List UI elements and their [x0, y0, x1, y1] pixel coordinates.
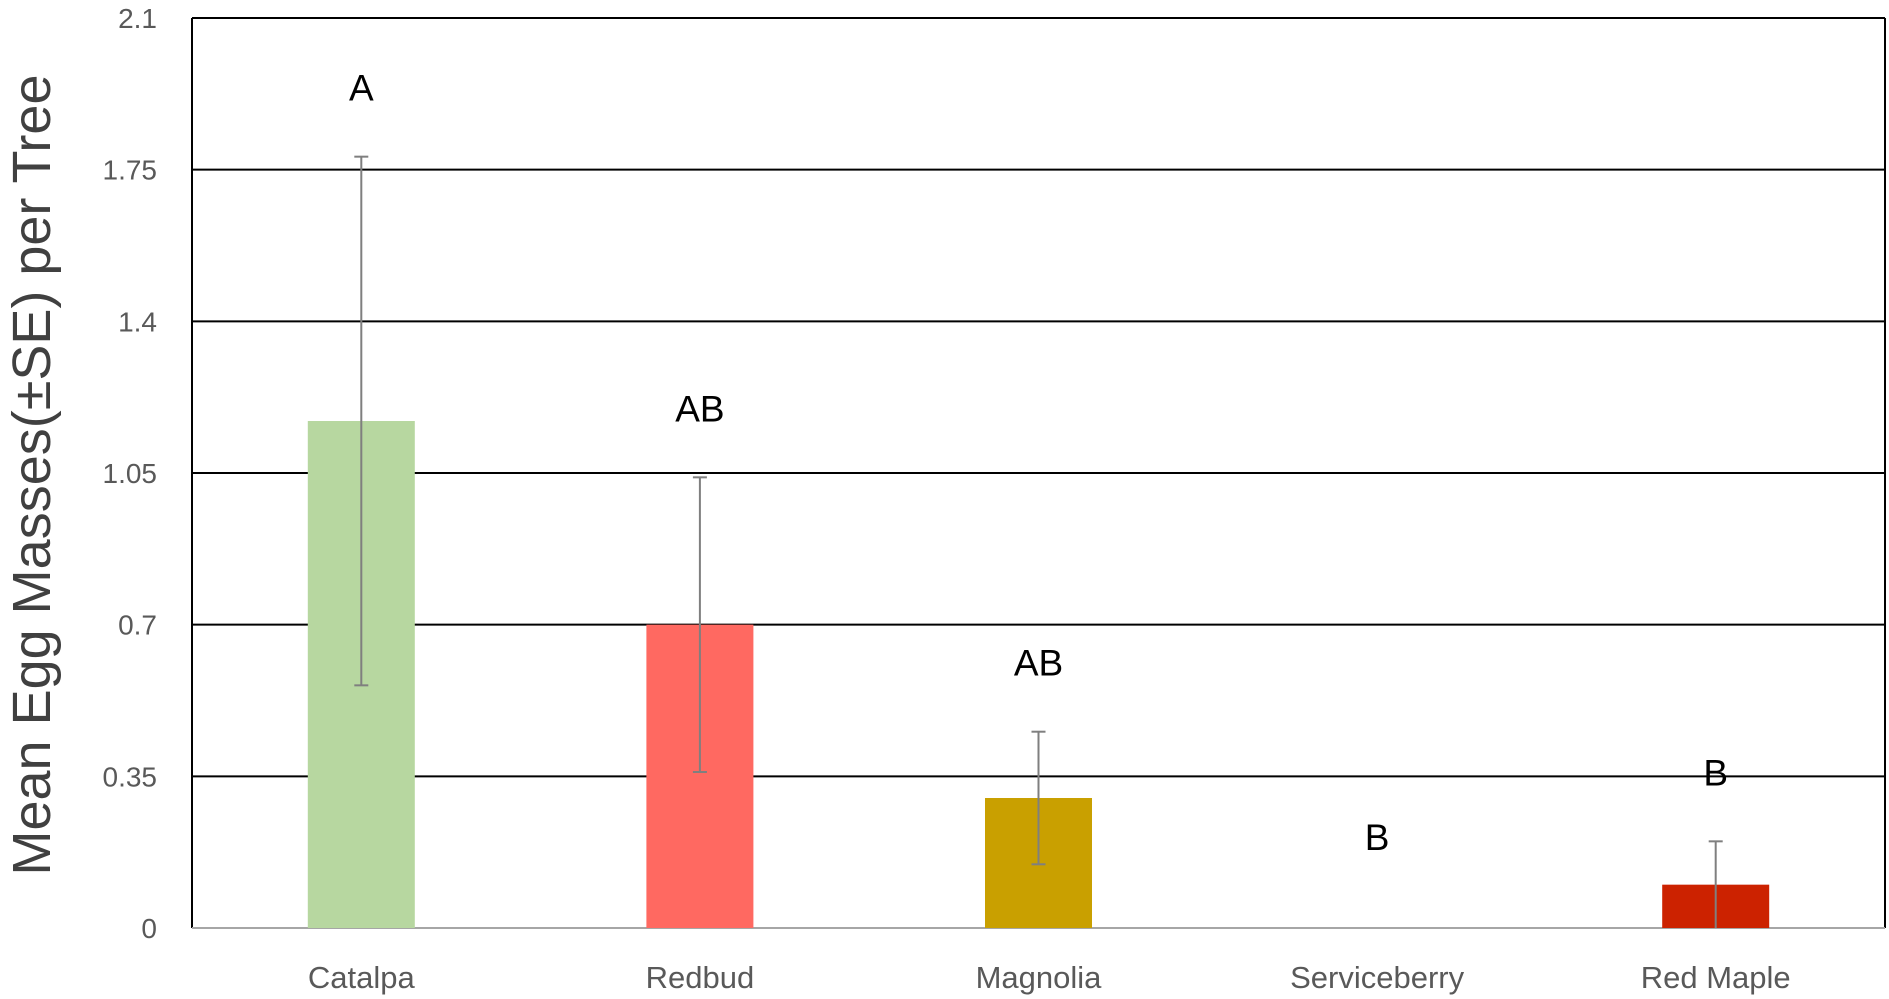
- y-tick-label: 1.4: [118, 306, 157, 337]
- significance-letter: AB: [675, 388, 724, 429]
- significance-letter: A: [349, 68, 374, 109]
- x-category-label: Serviceberry: [1290, 960, 1464, 995]
- significance-letters: A AB AB B B: [349, 68, 1728, 858]
- x-category-label: Red Maple: [1641, 960, 1791, 995]
- y-tick-label: 0.7: [118, 610, 157, 641]
- x-category-labels: Catalpa Redbud Magnolia Serviceberry Red Map…: [308, 960, 1791, 995]
- y-tick-label: 2.1: [118, 3, 157, 34]
- x-category-label: Redbud: [646, 960, 755, 995]
- y-tick-label: 1.75: [103, 155, 158, 186]
- significance-letter: AB: [1014, 643, 1063, 684]
- error-bar: [354, 155, 369, 687]
- y-axis-label: Mean Egg Masses(±SE) per Tree: [2, 75, 62, 876]
- error-bar: [692, 476, 707, 773]
- x-category-label: Catalpa: [308, 960, 416, 995]
- y-tick-label: 0.35: [103, 761, 158, 792]
- significance-letter: B: [1703, 752, 1728, 793]
- y-tick-labels: 0 0.35 0.7 1.05 1.4 1.75 2.1: [103, 3, 158, 944]
- error-bars: [354, 155, 1723, 928]
- x-category-label: Magnolia: [976, 960, 1103, 995]
- significance-letter: B: [1365, 817, 1390, 858]
- error-bar: [1031, 730, 1046, 866]
- y-tick-label: 0: [141, 913, 157, 944]
- error-bar: [1708, 840, 1723, 928]
- y-tick-label: 1.05: [103, 458, 158, 489]
